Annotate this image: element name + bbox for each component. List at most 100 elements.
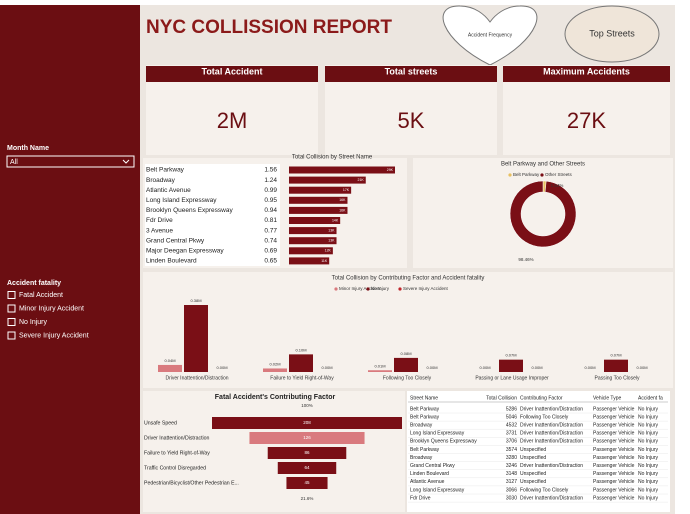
bar — [289, 166, 395, 174]
funnel-category: Pedestrian/Bicyclist/Other Pedestrian E.… — [144, 480, 239, 486]
chart-title: Total Collision by Street Name — [292, 155, 373, 161]
legend-label: Minor Injury Accident — [339, 286, 382, 291]
street-name: Long Island Expressway — [146, 197, 217, 204]
checkbox-label: Minor Injury Accident — [19, 305, 84, 312]
table-header: Contributing Factor — [520, 395, 563, 401]
checkbox[interactable] — [7, 318, 16, 326]
legend-swatch — [540, 173, 544, 177]
funnel-bar — [277, 462, 337, 474]
table-cell: No Injury — [638, 471, 659, 477]
bar — [289, 354, 313, 372]
funnel-bar — [212, 417, 402, 429]
kpi-label: Total Accident — [201, 66, 262, 76]
bar — [499, 359, 523, 372]
table-cell: Driver Inattention/Distraction — [520, 439, 583, 445]
slicer-title: Month Name — [7, 145, 49, 152]
bar-label: 0.00M — [216, 365, 227, 370]
bar — [184, 305, 208, 372]
street-name: 3 Avenue — [146, 227, 173, 234]
table-cell: Unspecified — [520, 447, 546, 453]
table-cell: Following Too Closely — [520, 414, 569, 420]
table-cell: Fdr Drive — [410, 495, 431, 501]
legend-swatch — [508, 173, 512, 177]
table-cell: Passenger Vehicle — [593, 414, 635, 420]
donut-slice — [509, 180, 577, 248]
bar — [394, 357, 418, 372]
table-cell: Unspecified — [520, 455, 546, 461]
table-cell: Belt Parkway — [410, 406, 440, 412]
funnel-category: Traffic Control Disregarded — [144, 465, 206, 471]
table-cell: Following Too Closely — [520, 487, 569, 493]
bar-label: 12K — [325, 249, 332, 253]
table-cell: Passenger Vehicle — [593, 406, 635, 412]
heart-shape[interactable] — [442, 5, 538, 66]
kpi-header — [146, 66, 318, 82]
street-name: Brooklyn Queens Expressway — [146, 207, 233, 214]
kpi-header — [325, 66, 497, 82]
checkbox[interactable] — [7, 331, 16, 340]
bar — [289, 196, 348, 204]
bar — [289, 247, 333, 255]
bar — [604, 359, 628, 372]
panel — [413, 158, 673, 268]
bar-label: 0.00M — [426, 365, 437, 370]
checkbox-label: Severe Injury Accident — [19, 332, 89, 339]
street-name: Atlantic Avenue — [146, 187, 191, 194]
table-header: Vehicle Type — [593, 395, 621, 401]
legend-swatch — [366, 287, 370, 291]
street-name: Belt Parkway — [146, 167, 185, 174]
table-cell: Unspecified — [520, 479, 546, 485]
bar-label: 0.10M — [295, 347, 306, 352]
bar-label: 0.01M — [374, 363, 385, 368]
table-cell: Atlantic Avenue — [410, 479, 445, 485]
bar — [289, 257, 330, 265]
ellipse-label: Top Streets — [589, 28, 635, 38]
bar — [368, 370, 392, 372]
street-name: Grand Central Pkwy — [146, 237, 205, 244]
table-cell: 3246 — [506, 463, 517, 469]
kpi-label: Total streets — [385, 66, 438, 76]
funnel-value: 126 — [303, 435, 311, 440]
legend-swatch — [334, 287, 338, 291]
bar-label: 0.38M — [190, 298, 201, 303]
slice-label: 98.46% — [518, 257, 533, 262]
table-cell: No Injury — [638, 431, 659, 437]
bar-label: 0.07M — [505, 353, 516, 358]
dropdown[interactable] — [6, 155, 135, 168]
x-tick-label: Passing Too Closely — [595, 375, 640, 381]
bar-label: 13K — [328, 239, 335, 243]
chevron — [122, 159, 130, 164]
table-cell: Passenger Vehicle — [593, 487, 635, 493]
table-cell: Passenger Vehicle — [593, 455, 635, 461]
bar-label: 16K — [339, 208, 346, 212]
checkbox[interactable] — [7, 291, 16, 299]
table-cell: 4532 — [506, 423, 517, 429]
funnel-bar — [267, 447, 347, 459]
bar — [289, 217, 341, 224]
table-cell: 3574 — [506, 447, 517, 453]
table-panel — [407, 391, 670, 512]
funnel-bar — [286, 477, 328, 489]
table-cell: 3127 — [506, 479, 517, 485]
content: Total Accident 2M Total streets 5K Maximum A… — [6, 65, 673, 512]
table-cell: Passenger Vehicle — [593, 479, 635, 485]
kpi-value: 2M — [217, 108, 248, 133]
table-cell: Broadway — [410, 423, 433, 429]
funnel-bottom-label: 21.6% — [301, 496, 314, 501]
table-cell: No Injury — [638, 455, 659, 461]
ellipse-shape[interactable] — [564, 5, 660, 63]
street-name: Fdr Drive — [146, 217, 173, 224]
table-cell: Passenger Vehicle — [593, 471, 635, 477]
street-share: 0.69 — [264, 248, 277, 255]
bar-label: 0.00M — [479, 365, 490, 370]
table-header: Street Name — [410, 395, 438, 401]
funnel-value: 64 — [304, 465, 310, 470]
funnel-category: Driver Inattention/Distraction — [144, 435, 210, 441]
legend-label: Belt Parkway — [513, 172, 540, 177]
table-cell: Long Island Expressway — [410, 431, 465, 437]
table-cell: 5046 — [506, 414, 517, 420]
checkbox[interactable] — [7, 304, 16, 313]
table-cell: 3706 — [506, 439, 517, 445]
